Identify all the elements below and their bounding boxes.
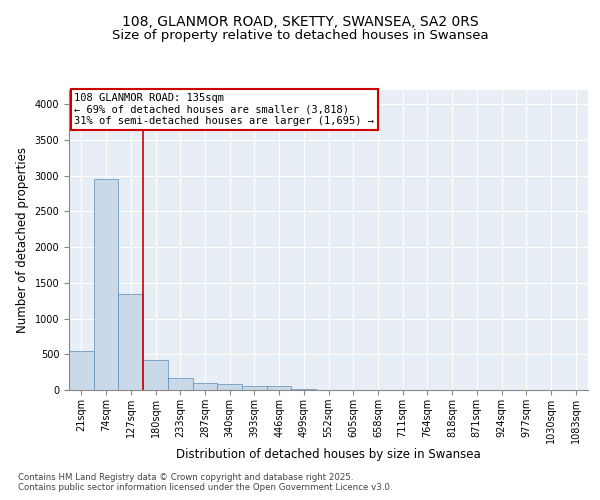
X-axis label: Distribution of detached houses by size in Swansea: Distribution of detached houses by size … xyxy=(176,448,481,462)
Text: Contains public sector information licensed under the Open Government Licence v3: Contains public sector information licen… xyxy=(18,483,392,492)
Bar xyxy=(242,386,267,390)
Bar xyxy=(193,383,217,390)
Text: Size of property relative to detached houses in Swansea: Size of property relative to detached ho… xyxy=(112,28,488,42)
Bar xyxy=(267,386,292,390)
Bar xyxy=(168,378,193,390)
Text: 108, GLANMOR ROAD, SKETTY, SWANSEA, SA2 0RS: 108, GLANMOR ROAD, SKETTY, SWANSEA, SA2 … xyxy=(122,16,478,30)
Text: Contains HM Land Registry data © Crown copyright and database right 2025.: Contains HM Land Registry data © Crown c… xyxy=(18,473,353,482)
Bar xyxy=(143,360,168,390)
Bar xyxy=(217,384,242,390)
Bar xyxy=(292,389,316,390)
Bar xyxy=(118,294,143,390)
Text: 108 GLANMOR ROAD: 135sqm
← 69% of detached houses are smaller (3,818)
31% of sem: 108 GLANMOR ROAD: 135sqm ← 69% of detach… xyxy=(74,93,374,126)
Y-axis label: Number of detached properties: Number of detached properties xyxy=(16,147,29,333)
Bar xyxy=(69,350,94,390)
Bar xyxy=(94,180,118,390)
